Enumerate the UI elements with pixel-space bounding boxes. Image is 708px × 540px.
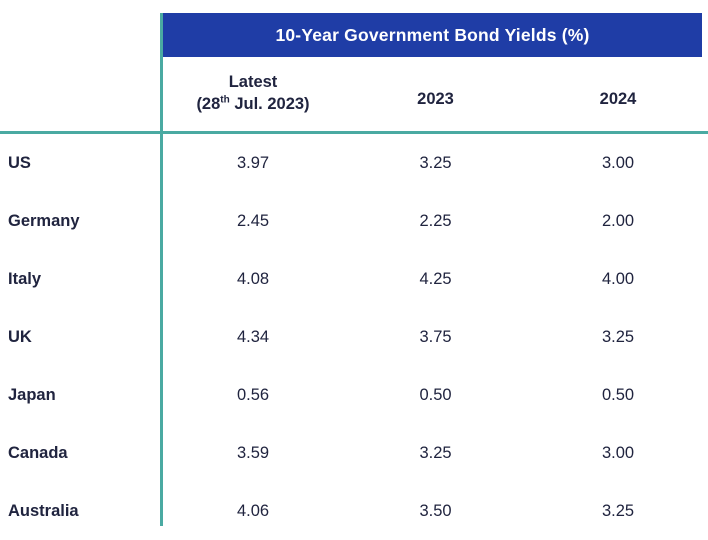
table-row-us: US 3.97 3.25 3.00 [0, 134, 708, 192]
cell-latest: 4.08 [236, 269, 270, 288]
cell-latest: 3.97 [236, 153, 270, 172]
cell-2023: 3.75 [419, 327, 452, 346]
cell-2023: 2.25 [419, 211, 452, 230]
cell-2024: 3.25 [601, 501, 635, 520]
row-label: Japan [8, 385, 56, 404]
latest-date-ordinal: th [220, 94, 230, 106]
row-label: Italy [8, 269, 42, 288]
table-title-bar: 10-Year Government Bond Yields (%) [163, 13, 702, 57]
latest-date-suffix: Jul. 2023) [229, 95, 310, 113]
cell-2023: 4.25 [419, 269, 452, 288]
cell-2024: 2.00 [601, 211, 635, 230]
cell-2023: 3.25 [419, 443, 452, 462]
label-column-divider-line [160, 13, 163, 526]
row-label: Germany [8, 211, 80, 230]
cell-2024: 3.25 [601, 327, 635, 346]
cell-2023: 0.50 [419, 385, 452, 404]
bond-yields-table: 10-Year Government Bond Yields (%) Lates… [0, 13, 708, 526]
column-header-2023: 2023 [417, 89, 454, 108]
latest-header-line2: (28th Jul. 2023) [163, 93, 343, 115]
row-label: Australia [8, 501, 79, 520]
column-header-row: Latest (28th Jul. 2023) 2023 2024 [0, 57, 708, 131]
cell-2024: 4.00 [601, 269, 635, 288]
latest-date-prefix: (28 [196, 95, 221, 113]
table-title: 10-Year Government Bond Yields (%) [275, 24, 590, 45]
cell-2023: 3.25 [419, 153, 452, 172]
table-row-germany: Germany 2.45 2.25 2.00 [0, 192, 708, 250]
cell-latest: 3.59 [236, 443, 270, 462]
column-header-2024: 2024 [599, 89, 637, 108]
header-divider-line [0, 131, 708, 134]
row-label: US [8, 153, 31, 172]
latest-header-line1: Latest [228, 72, 278, 91]
cell-latest: 2.45 [236, 211, 270, 230]
cell-latest: 0.56 [236, 385, 270, 404]
table-row-uk: UK 4.34 3.75 3.25 [0, 308, 708, 366]
table-body: US 3.97 3.25 3.00 Germany 2.45 2.25 2.00… [0, 134, 708, 540]
table-row-australia: Australia 4.06 3.50 3.25 [0, 482, 708, 540]
cell-latest: 4.06 [236, 501, 270, 520]
row-label: UK [8, 327, 32, 346]
row-label: Canada [8, 443, 68, 462]
table-row-canada: Canada 3.59 3.25 3.00 [0, 424, 708, 482]
cell-2024: 0.50 [601, 385, 635, 404]
column-header-latest: Latest (28th Jul. 2023) [163, 71, 343, 116]
table-row-japan: Japan 0.56 0.50 0.50 [0, 366, 708, 424]
cell-2024: 3.00 [601, 443, 635, 462]
cell-2023: 3.50 [419, 501, 452, 520]
cell-2024: 3.00 [601, 153, 635, 172]
table-row-italy: Italy 4.08 4.25 4.00 [0, 250, 708, 308]
cell-latest: 4.34 [236, 327, 270, 346]
